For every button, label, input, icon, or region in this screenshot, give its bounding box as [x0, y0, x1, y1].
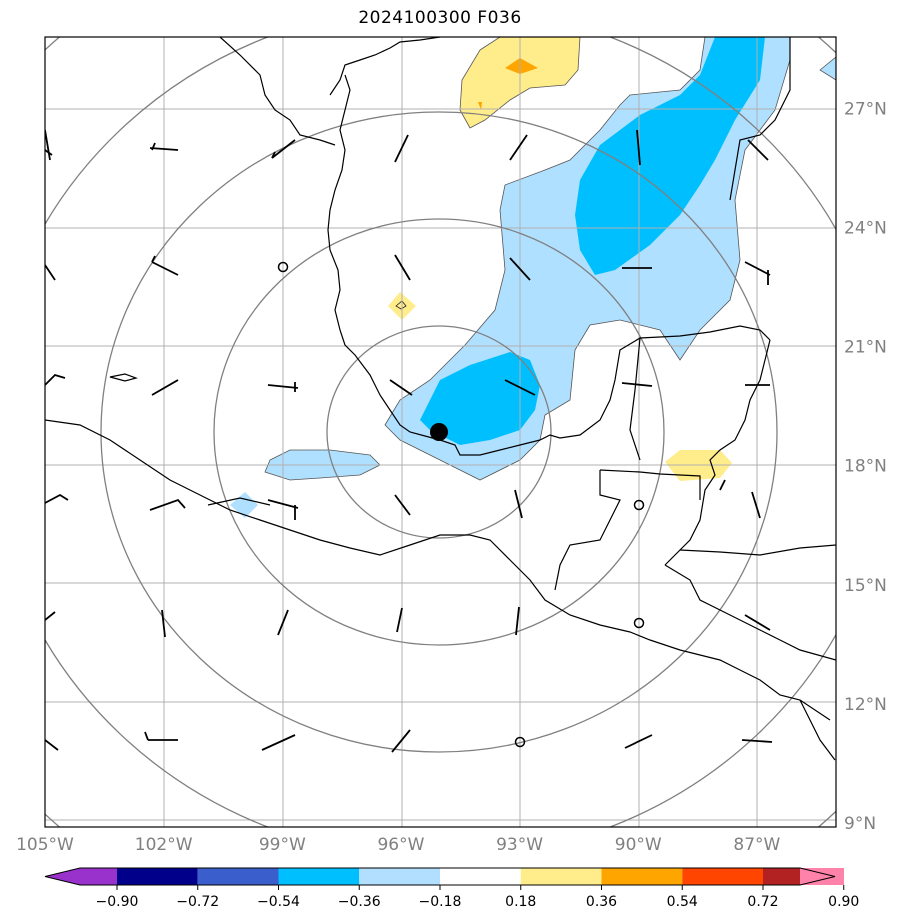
deep-anomaly-core-south	[420, 352, 540, 445]
colorbar-segment	[278, 868, 360, 885]
latitude-label: 24°N	[844, 219, 887, 239]
colorbar-tick-label: −0.18	[419, 894, 462, 910]
latitude-label: 15°N	[844, 576, 887, 596]
colorbar-tick-label: −0.36	[338, 894, 381, 910]
graticule	[45, 37, 836, 827]
longitude-labels: 105°W 102°W 99°W 96°W 93°W 90°W 87°W	[16, 835, 780, 855]
colorbar-tick-label: −0.72	[176, 894, 219, 910]
map-frame	[44, 36, 837, 828]
colorbar: −0.90 −0.72 −0.54 −0.36 −0.18 0.18 0.36 0.54 0.7…	[44, 867, 859, 910]
colorbar-segment	[601, 868, 683, 885]
longitude-label: 90°W	[615, 835, 662, 855]
positive-anomaly-gulf-contour	[395, 300, 407, 310]
calm-circles	[277, 261, 645, 748]
map-title: 2024100300 F036	[358, 8, 522, 28]
latitude-label: 27°N	[844, 99, 887, 119]
colorbar-tick-label: 0.18	[505, 894, 536, 910]
longitude-label: 105°W	[16, 835, 74, 855]
colorbar-tick-label: 0.36	[586, 894, 617, 910]
colorbar-tick-label: 0.54	[667, 894, 698, 910]
colorbar-extend-low	[45, 868, 80, 885]
colorbar-tick-label: 0.72	[747, 894, 778, 910]
longitude-label: 102°W	[135, 835, 193, 855]
latitude-label: 12°N	[844, 695, 887, 715]
longitude-label: 96°W	[377, 835, 424, 855]
negative-anomaly-small	[230, 492, 258, 518]
colorbar-segment	[80, 868, 117, 885]
longitude-label: 93°W	[496, 835, 543, 855]
colorbar-extend-high	[800, 868, 835, 885]
latitude-label: 21°N	[844, 338, 887, 358]
colorbar-segment	[197, 868, 279, 885]
latitude-label: 18°N	[844, 457, 887, 477]
coastlines	[45, 37, 836, 761]
colorbar-segment	[682, 868, 763, 885]
longitude-label: 99°W	[259, 835, 306, 855]
latitude-labels: 27°N 24°N 21°N 18°N 15°N 12°N 9°N	[844, 99, 887, 834]
longitude-label: 87°W	[733, 835, 780, 855]
negative-anomaly-ne-edge	[819, 56, 836, 81]
colorbar-segment	[520, 868, 602, 885]
colorbar-tick-label: 0.90	[828, 894, 859, 910]
positive-anomaly-core-north	[505, 58, 538, 74]
colorbar-segment	[440, 868, 521, 885]
wind-barbs	[45, 129, 773, 753]
colorbar-tick-label: −0.90	[96, 894, 139, 910]
storm-center-marker	[430, 423, 448, 441]
colorbar-segment	[359, 868, 440, 885]
colorbar-outline	[44, 867, 836, 886]
latitude-label: 9°N	[844, 814, 876, 834]
positive-anomaly-dot	[478, 102, 482, 110]
colorbar-segment	[117, 868, 198, 885]
colorbar-tick-label: −0.54	[257, 894, 300, 910]
